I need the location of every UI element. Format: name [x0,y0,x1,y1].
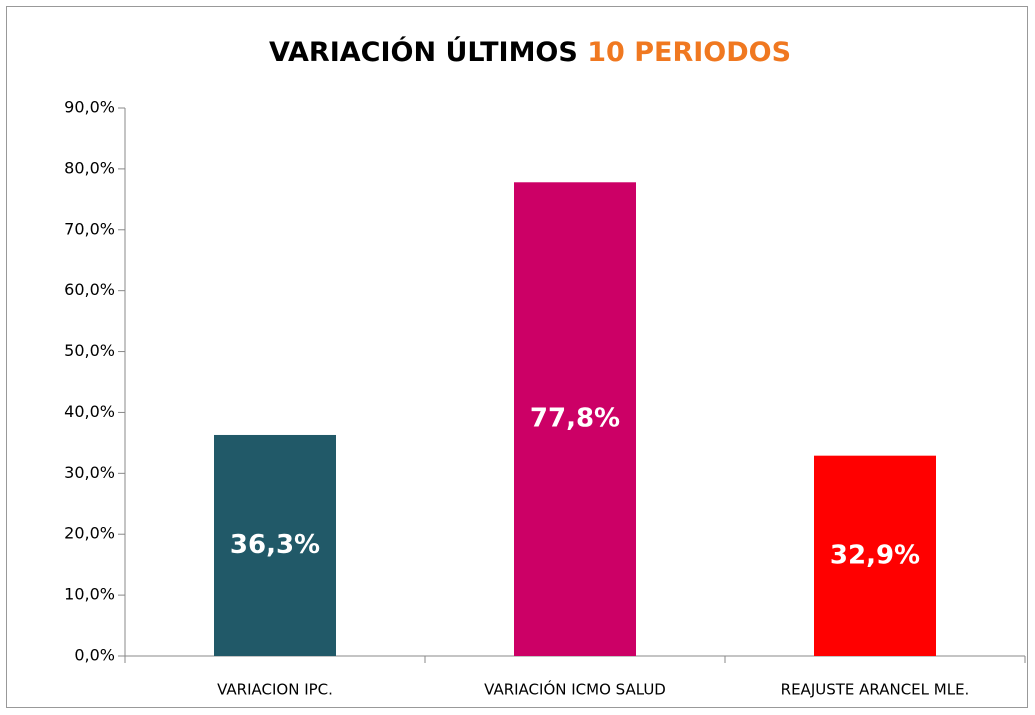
y-tick-label: 60,0% [64,280,115,299]
bar [214,434,336,656]
x-tick-label: REAJUSTE ARANCEL MLE. [781,681,970,699]
y-tick-label: 70,0% [64,219,115,238]
bar [514,182,636,657]
y-tick-label: 0,0% [74,646,115,665]
y-tick-label: 20,0% [64,524,115,543]
value-label: 36,3% [230,530,320,560]
y-tick-label: 90,0% [64,98,115,117]
y-tick-label: 50,0% [64,341,115,360]
x-tick-label: VARIACION IPC. [217,681,333,699]
value-label: 77,8% [530,404,620,434]
chart-title: VARIACIÓN ÚLTIMOS 10 PERIODOS [269,36,791,68]
y-tick-label: 40,0% [64,402,115,421]
x-tick-label: VARIACIÓN ICMO SALUD [484,680,666,699]
y-tick-label: 30,0% [64,463,115,482]
bar [814,455,936,656]
title-main: VARIACIÓN ÚLTIMOS [269,36,578,68]
y-tick-label: 80,0% [64,158,115,177]
value-label: 32,9% [830,540,920,570]
title-highlight: 10 PERIODOS [587,37,791,68]
y-tick-label: 10,0% [64,585,115,604]
